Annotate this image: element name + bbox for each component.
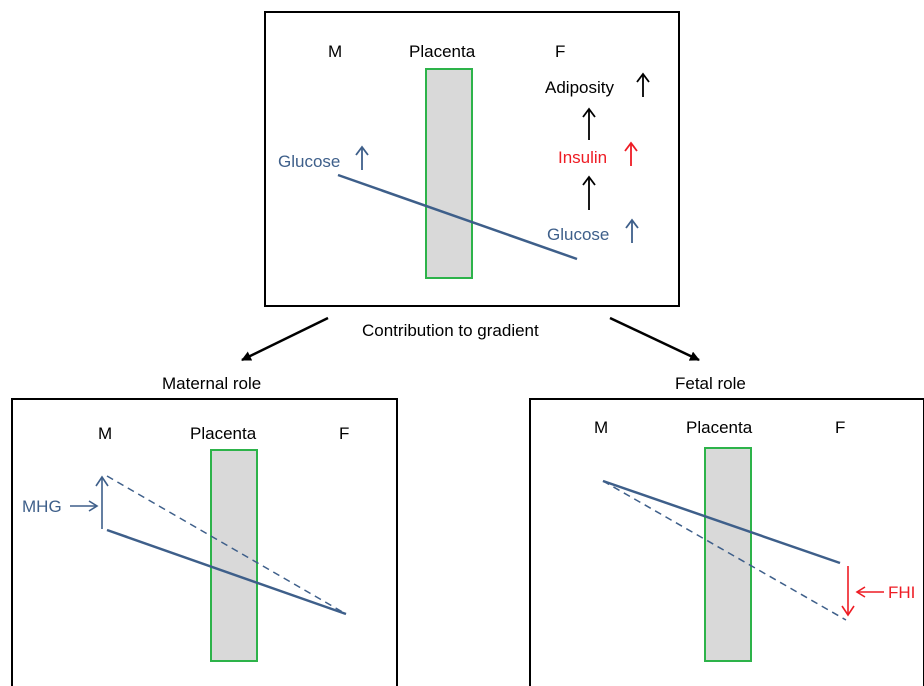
fetal-panel-m-label: M <box>594 418 608 437</box>
top-maternal-glucose-label: Glucose <box>278 152 340 171</box>
maternal-panel-placenta-rect <box>210 449 258 662</box>
mhg-pointer-arrow-icon <box>70 500 99 512</box>
insulin-up-arrow-icon <box>624 141 638 166</box>
fhi-down-arrow-icon <box>841 566 855 617</box>
fetal-panel: Fetal role M Placenta F FHI <box>529 374 924 686</box>
fetal-panel-f-label: F <box>835 418 845 437</box>
maternal-raised-gradient-dashed <box>106 475 347 615</box>
mhg-up-arrow-icon <box>95 475 109 529</box>
top-insulin-label: Insulin <box>558 148 607 167</box>
top-fetal-glucose-label: Glucose <box>547 225 609 244</box>
maternal-panel-m-label: M <box>98 424 112 443</box>
maternal-panel-f-label: F <box>339 424 349 443</box>
maternal-glucose-up-arrow-icon <box>355 145 369 170</box>
fetal-panel-frame <box>529 398 924 686</box>
fetal-glucose-up-arrow-icon <box>625 218 639 243</box>
maternal-panel-title: Maternal role <box>162 374 261 393</box>
left-branch-arrow-icon <box>241 316 329 362</box>
maternal-baseline-gradient-line <box>106 528 347 616</box>
top-maternal-label: M <box>328 42 342 61</box>
top-placenta-label: Placenta <box>409 42 476 61</box>
top-adiposity-label: Adiposity <box>545 78 614 97</box>
fetal-panel-title: Fetal role <box>675 374 746 393</box>
fetal-baseline-gradient-line <box>602 479 841 565</box>
fhi-pointer-arrow-icon <box>855 586 884 598</box>
contribution-caption: Contribution to gradient <box>362 321 539 340</box>
maternal-panel-placenta-label: Placenta <box>190 424 257 443</box>
top-panel: M Placenta F Glucose Glucose Insulin Adi <box>264 11 680 307</box>
fetal-lowered-gradient-dashed <box>602 480 847 621</box>
top-glucose-gradient-line <box>337 173 578 261</box>
right-branch-arrow-icon <box>609 316 700 362</box>
top-fetal-label: F <box>555 42 565 61</box>
maternal-panel: Maternal role M Placenta F MHG <box>11 374 398 686</box>
maternal-panel-frame <box>11 398 398 686</box>
insulin-to-adiposity-arrow-icon <box>582 107 596 140</box>
glucose-to-insulin-arrow-icon <box>582 175 596 210</box>
fetal-panel-placenta-label: Placenta <box>686 418 753 437</box>
adiposity-up-arrow-icon <box>636 72 650 97</box>
top-panel-frame <box>264 11 680 307</box>
fhi-label: FHI <box>888 583 915 602</box>
fetal-panel-placenta-rect <box>704 447 752 662</box>
mhg-label: MHG <box>22 497 62 516</box>
top-placenta-rect <box>425 68 473 279</box>
